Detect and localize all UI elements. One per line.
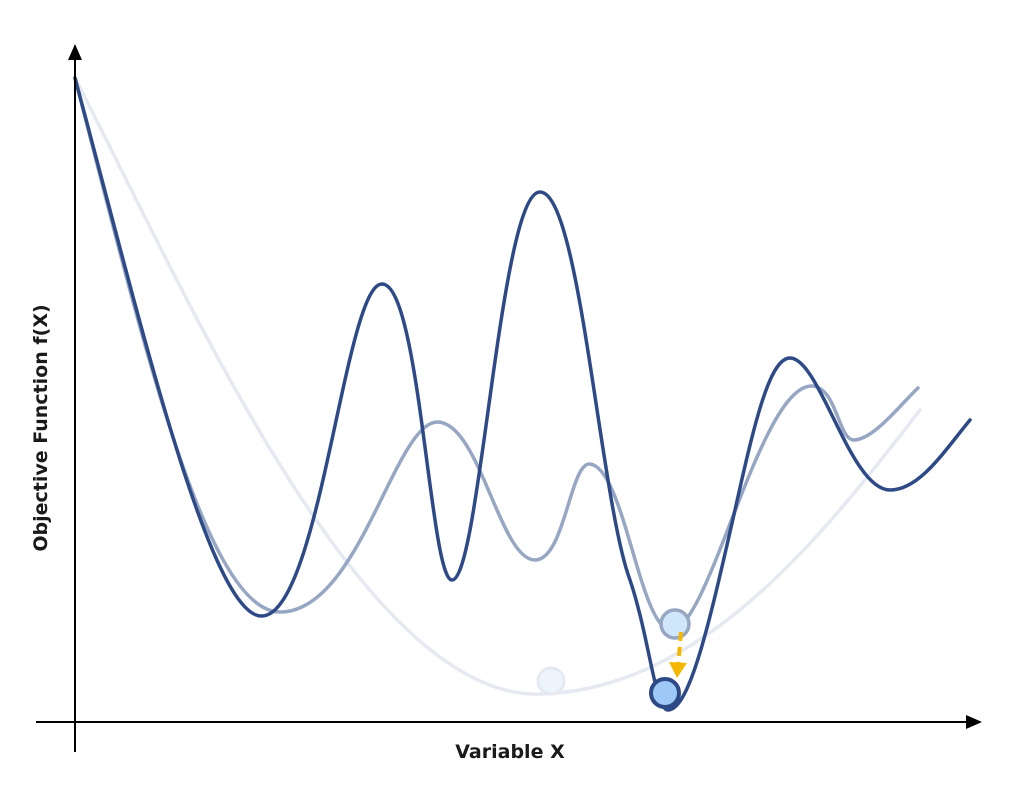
ball-on-rugged-curve: [649, 677, 681, 709]
medium-curve: [73, 76, 920, 632]
x-axis-arrow-icon: [966, 715, 982, 729]
dashed-arrow-down-icon: [676, 631, 683, 669]
smooth-curve: [73, 76, 922, 696]
arrow-head-icon: [669, 662, 687, 678]
ball-on-medium-curve: [659, 608, 691, 640]
y-axis-label: Objective Function f(X): [30, 304, 52, 551]
x-axis-label: Variable X: [455, 741, 565, 763]
rugged-curve: [73, 76, 972, 712]
ball-on-smooth-curve: [536, 666, 566, 696]
y-axis-arrow-icon: [68, 44, 82, 60]
